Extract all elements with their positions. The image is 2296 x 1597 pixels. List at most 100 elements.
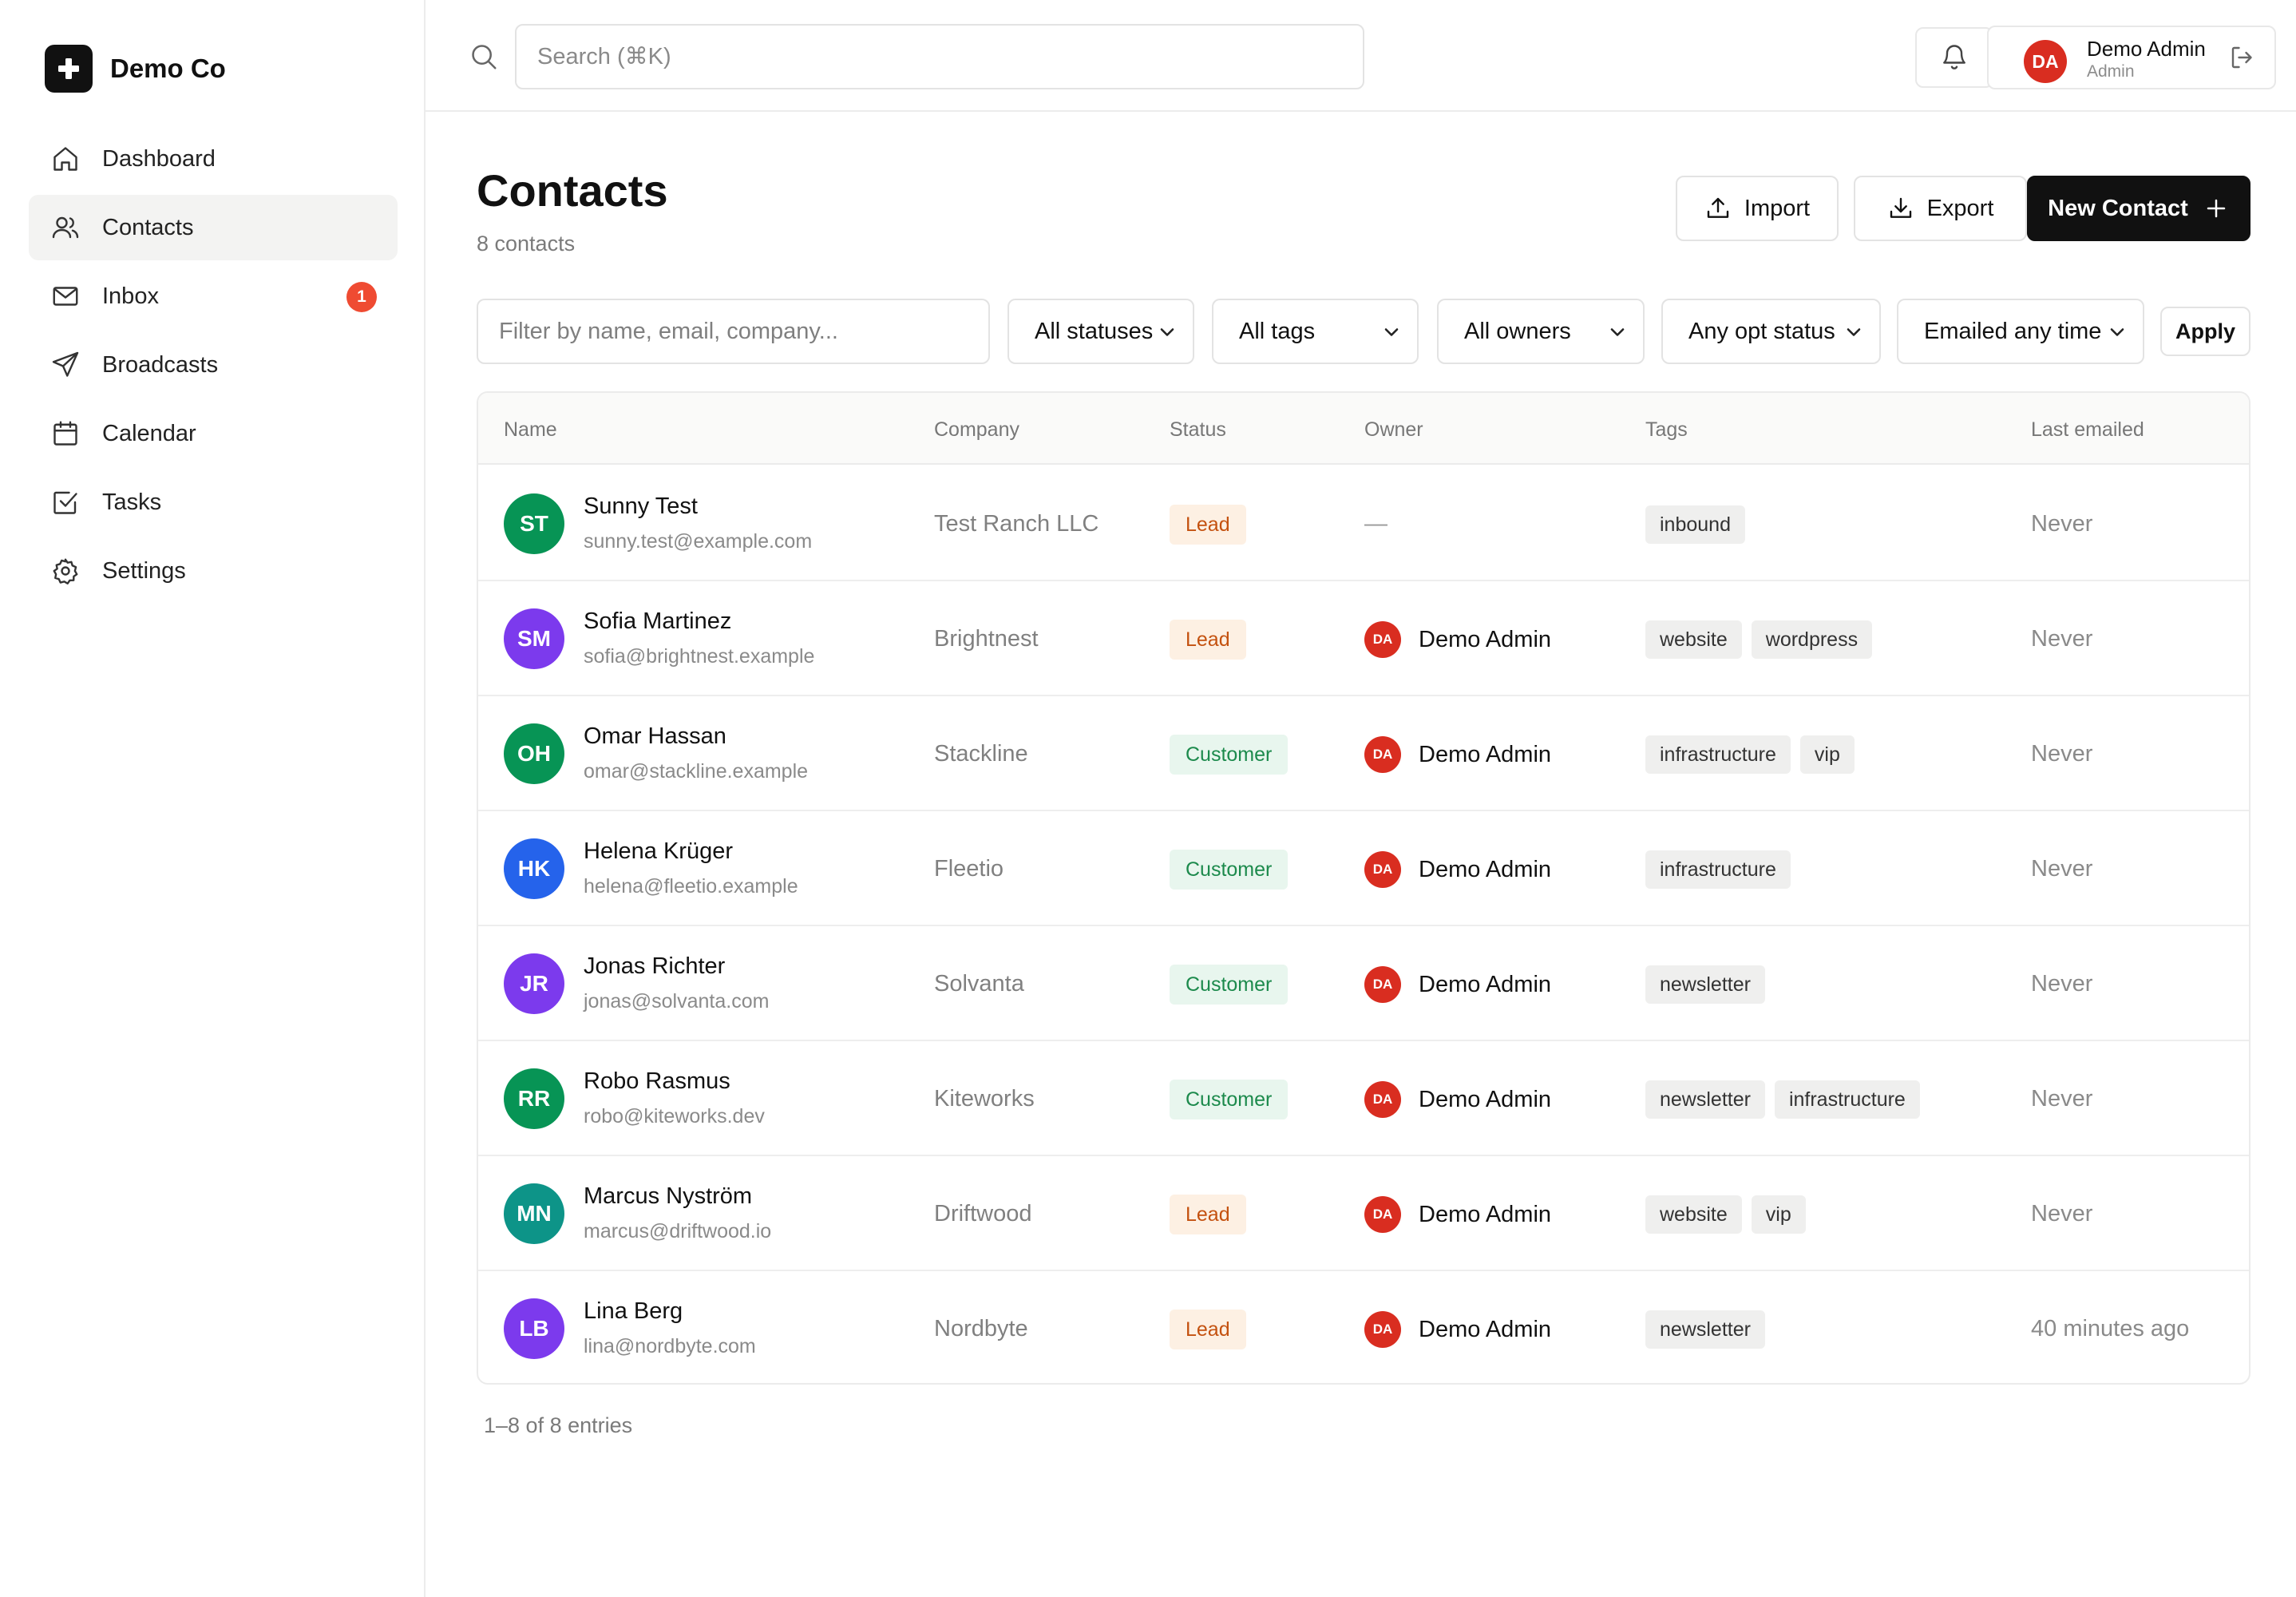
contact-name[interactable]: Lina Berg	[584, 1298, 683, 1324]
opt-status-filter-select[interactable]: Any opt status	[1661, 299, 1881, 364]
table-row[interactable]: ST Sunny Test sunny.test@example.com Test R…	[478, 466, 2249, 581]
sidebar-item-label: Contacts	[102, 214, 194, 240]
tags-cell: newsletter	[1645, 965, 1775, 1004]
status-filter-select[interactable]: All statuses	[1007, 299, 1194, 364]
contact-email: marcus@driftwood.io	[584, 1220, 772, 1242]
contact-count: 8 contacts	[477, 232, 576, 256]
tag-chip[interactable]: newsletter	[1645, 1080, 1765, 1119]
status-badge: Customer	[1170, 1080, 1289, 1119]
last-emailed: Never	[2031, 626, 2093, 652]
owner-avatar: DA	[1364, 736, 1401, 773]
column-header-last-emailed[interactable]: Last emailed	[2031, 418, 2144, 441]
tag-chip[interactable]: infrastructure	[1645, 850, 1791, 889]
last-emailed: Never	[2031, 1201, 2093, 1226]
owner-empty: —	[1364, 511, 1387, 537]
table-row[interactable]: SM Sofia Martinez sofia@brightnest.example…	[478, 581, 2249, 696]
sidebar-item-dashboard[interactable]: Dashboard	[29, 126, 398, 192]
tags-cell: newsletter infrastructure	[1645, 1080, 1930, 1119]
tags-filter-select[interactable]: All tags	[1212, 299, 1419, 364]
export-button[interactable]: Export	[1854, 176, 2027, 241]
import-label: Import	[1744, 195, 1811, 221]
owner-cell: DA Demo Admin	[1364, 851, 1551, 888]
owner-avatar: DA	[1364, 966, 1401, 1003]
apply-filters-button[interactable]: Apply	[2160, 307, 2250, 356]
tags-filter-value: All tags	[1239, 318, 1316, 344]
last-emailed: 40 minutes ago	[2031, 1316, 2190, 1341]
owner-avatar: DA	[1364, 1196, 1401, 1233]
column-header-status[interactable]: Status	[1170, 418, 1226, 441]
contact-name[interactable]: Helena Krüger	[584, 838, 733, 864]
upload-icon	[1704, 195, 1732, 222]
table-row[interactable]: LB Lina Berg lina@nordbyte.com Nordbyte Lead…	[478, 1271, 2249, 1383]
table-row[interactable]: HK Helena Krüger helena@fleetio.example Fle…	[478, 811, 2249, 926]
column-header-name[interactable]: Name	[504, 418, 557, 441]
contact-name[interactable]: Omar Hassan	[584, 723, 726, 749]
home-icon	[49, 143, 81, 175]
sidebar-item-label: Settings	[102, 557, 186, 584]
sidebar-item-label: Dashboard	[102, 145, 216, 172]
table-header: Name Company Status Owner Tags Last emai…	[478, 393, 2249, 465]
new-contact-button[interactable]: New Contact	[2027, 176, 2250, 241]
sidebar-item-settings[interactable]: Settings	[29, 538, 398, 604]
emailed-filter-select[interactable]: Emailed any time	[1897, 299, 2144, 364]
avatar: LB	[504, 1298, 564, 1359]
inbox-count-badge: 1	[346, 282, 377, 312]
column-header-tags[interactable]: Tags	[1645, 418, 1688, 441]
sidebar-item-broadcasts[interactable]: Broadcasts	[29, 332, 398, 398]
last-emailed: Never	[2031, 511, 2093, 537]
brand[interactable]: Demo Co	[45, 45, 226, 93]
emailed-filter-value: Emailed any time	[1924, 318, 2102, 344]
table-row[interactable]: JR Jonas Richter jonas@solvanta.com Solvant…	[478, 926, 2249, 1041]
tag-chip[interactable]: infrastructure	[1774, 1080, 1920, 1119]
table-row[interactable]: MN Marcus Nyström marcus@driftwood.io Drift…	[478, 1156, 2249, 1271]
user-menu[interactable]: DA Demo Admin Admin	[1987, 26, 2276, 89]
plus-icon	[2203, 195, 2230, 222]
tags-cell: infrastructure	[1645, 850, 1800, 889]
chevron-down-icon	[1380, 321, 1403, 343]
chevron-down-icon	[1156, 321, 1178, 343]
import-button[interactable]: Import	[1676, 176, 1839, 241]
contact-name[interactable]: Robo Rasmus	[584, 1068, 730, 1094]
sidebar-item-inbox[interactable]: Inbox 1	[29, 264, 398, 329]
owner-cell: DA Demo Admin	[1364, 966, 1551, 1003]
sidebar-item-label: Broadcasts	[102, 351, 219, 378]
last-emailed: Never	[2031, 741, 2093, 767]
tag-chip[interactable]: wordpress	[1751, 620, 1873, 659]
sidebar-item-calendar[interactable]: Calendar	[29, 401, 398, 466]
tags-cell: website vip	[1645, 1195, 1815, 1234]
owner-cell: DA Demo Admin	[1364, 1081, 1551, 1118]
contact-company: Fleetio	[934, 856, 1004, 882]
owner-name: Demo Admin	[1419, 971, 1552, 997]
tag-chip[interactable]: infrastructure	[1645, 735, 1791, 774]
contact-filter-input[interactable]	[477, 299, 990, 364]
status-badge: Lead	[1170, 1195, 1246, 1234]
sidebar-item-tasks[interactable]: Tasks	[29, 470, 398, 535]
table-row[interactable]: OH Omar Hassan omar@stackline.example Stack…	[478, 696, 2249, 811]
contact-name[interactable]: Sunny Test	[584, 493, 698, 519]
tag-chip[interactable]: inbound	[1645, 505, 1745, 544]
owner-avatar: DA	[1364, 1311, 1401, 1348]
column-header-company[interactable]: Company	[934, 418, 1019, 441]
notifications-button[interactable]	[1915, 27, 1993, 88]
contact-name[interactable]: Sofia Martinez	[584, 608, 732, 634]
sidebar-item-contacts[interactable]: Contacts	[29, 195, 398, 260]
tag-chip[interactable]: website	[1645, 620, 1742, 659]
contact-company: Nordbyte	[934, 1316, 1028, 1341]
tag-chip[interactable]: website	[1645, 1195, 1742, 1234]
column-header-owner[interactable]: Owner	[1364, 418, 1423, 441]
chevron-down-icon	[1843, 321, 1865, 343]
contact-company: Stackline	[934, 741, 1028, 767]
contact-name[interactable]: Marcus Nyström	[584, 1183, 753, 1209]
owners-filter-select[interactable]: All owners	[1437, 299, 1645, 364]
tag-chip[interactable]: newsletter	[1645, 965, 1765, 1004]
contact-name[interactable]: Jonas Richter	[584, 953, 726, 979]
tag-chip[interactable]: vip	[1751, 1195, 1806, 1234]
tag-chip[interactable]: vip	[1799, 735, 1855, 774]
last-emailed: Never	[2031, 856, 2093, 882]
owner-avatar: DA	[1364, 621, 1401, 658]
global-search-input[interactable]	[515, 24, 1364, 89]
logout-icon[interactable]	[2228, 43, 2260, 75]
tag-chip[interactable]: newsletter	[1645, 1310, 1765, 1349]
table-row[interactable]: RR Robo Rasmus robo@kiteworks.dev Kiteworks…	[478, 1041, 2249, 1156]
contact-company: Test Ranch LLC	[934, 511, 1099, 537]
